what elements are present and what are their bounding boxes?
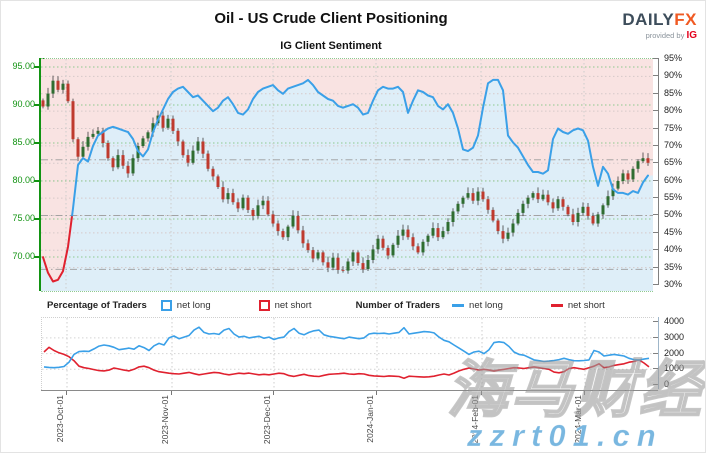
percent-tick-label: 40% [664, 244, 683, 255]
axis-tick-mark [653, 214, 658, 216]
date-axis-line [41, 390, 658, 391]
percent-tick-label: 75% [664, 122, 683, 133]
percent-tick-label: 35% [664, 261, 683, 272]
percent-tick-label: 95% [664, 53, 683, 63]
axis-tick-mark [34, 141, 39, 144]
ig-logo: IG [686, 30, 697, 41]
date-tick-label: 2023-Dec-01 [262, 395, 272, 445]
price-tick-label: 75.00 [12, 212, 35, 223]
axis-tick-mark [171, 391, 172, 395]
percent-tick-label: 80% [664, 105, 683, 116]
price-tick-label: 85.00 [12, 136, 35, 147]
axis-tick-mark [34, 179, 39, 182]
axis-tick-mark [653, 179, 658, 181]
provided-by-line: provided by IG [622, 31, 697, 41]
price-tick-label: 95.00 [12, 60, 35, 71]
axis-tick-mark [653, 336, 658, 338]
axis-tick-mark [653, 384, 658, 385]
axis-tick-mark [653, 197, 658, 199]
date-tick-label: 2023-Oct-01 [55, 395, 65, 443]
axis-tick-mark [34, 217, 39, 220]
percent-tick-label: 45% [664, 226, 683, 237]
provided-by-text: provided by [645, 31, 685, 40]
percent-axis-line [658, 58, 659, 285]
count-tick-label: 0 [664, 379, 670, 389]
percent-tick-label: 70% [664, 139, 683, 150]
axis-tick-mark [376, 391, 377, 395]
axis-tick-mark [653, 110, 658, 112]
watermark-url: zzrt01.cn [467, 418, 663, 453]
axis-tick-mark [66, 391, 67, 395]
axis-tick-mark [34, 103, 39, 106]
legend-netshort-pct-swatch [258, 299, 270, 311]
trader-count-chart-svg [42, 318, 654, 390]
price-tick-label: 70.00 [12, 250, 35, 261]
logo-daily-text: DAILY [622, 10, 675, 29]
count-tick-label: 3000 [664, 331, 685, 342]
percent-tick-label: 30% [664, 279, 683, 289]
axis-tick-mark [653, 249, 658, 251]
legend-netshort-pct-label: net short [274, 299, 312, 311]
percent-tick-label: 90% [664, 70, 683, 81]
logo-fx-text: FX [674, 10, 697, 29]
axis-tick-mark [653, 75, 658, 77]
price-axis-line [39, 58, 41, 291]
trader-count-plot [41, 317, 654, 390]
percent-tick-label: 55% [664, 192, 683, 203]
axis-tick-mark [273, 391, 274, 395]
legend-netshort-count-label: net short [567, 299, 605, 311]
axis-tick-mark [653, 284, 658, 285]
axis-tick-mark [584, 391, 585, 395]
price-sentiment-plot [41, 58, 653, 292]
price-sentiment-chart-svg [41, 59, 653, 292]
legend-num-group-label: Number of Traders [355, 299, 441, 311]
axis-tick-mark [653, 127, 658, 129]
dailyfx-wordmark: DAILYFX [622, 11, 697, 28]
legend-pct-group-label: Percentage of Traders [47, 299, 147, 311]
legend-netlong-pct-swatch [160, 299, 172, 311]
percent-tick-label: 60% [664, 174, 683, 185]
legend-netlong-count-label: net long [469, 299, 503, 311]
date-tick-label: 2024-Feb-01 [470, 395, 480, 444]
page-title: Oil - US Crude Client Positioning [214, 10, 448, 27]
chart-legend: Percentage of Traders net long net short… [47, 297, 653, 313]
count-axis-line [658, 317, 659, 389]
chart-subtitle: IG Client Sentiment [280, 40, 382, 52]
legend-netshort-count-swatch [550, 303, 563, 307]
percent-tick-label: 65% [664, 157, 683, 168]
axis-tick-mark [653, 352, 658, 354]
count-tick-label: 4000 [664, 316, 685, 327]
axis-tick-mark [653, 321, 658, 323]
legend-netlong-pct-label: net long [176, 299, 211, 311]
axis-tick-mark [653, 58, 658, 59]
date-tick-label: 2024-Jan-01 [365, 395, 375, 443]
axis-tick-mark [34, 255, 39, 258]
count-tick-label: 2000 [664, 347, 685, 358]
axis-tick-mark [481, 391, 482, 395]
axis-tick-mark [653, 162, 658, 164]
axis-tick-mark [653, 368, 658, 370]
percent-tick-label: 50% [664, 209, 683, 220]
price-tick-label: 80.00 [12, 174, 35, 185]
axis-tick-mark [653, 92, 658, 94]
price-tick-label: 90.00 [12, 98, 35, 109]
axis-tick-mark [653, 144, 658, 146]
legend-netlong-count-swatch [452, 303, 465, 307]
percent-tick-label: 85% [664, 87, 683, 98]
axis-tick-mark [34, 65, 39, 68]
date-tick-label: 2024-Mar-01 [573, 395, 583, 444]
count-tick-label: 1000 [664, 363, 685, 374]
axis-tick-mark [653, 231, 658, 233]
date-tick-label: 2023-Nov-01 [160, 395, 170, 445]
dailyfx-logo: DAILYFX provided by IG [622, 11, 697, 41]
axis-tick-mark [653, 266, 658, 268]
